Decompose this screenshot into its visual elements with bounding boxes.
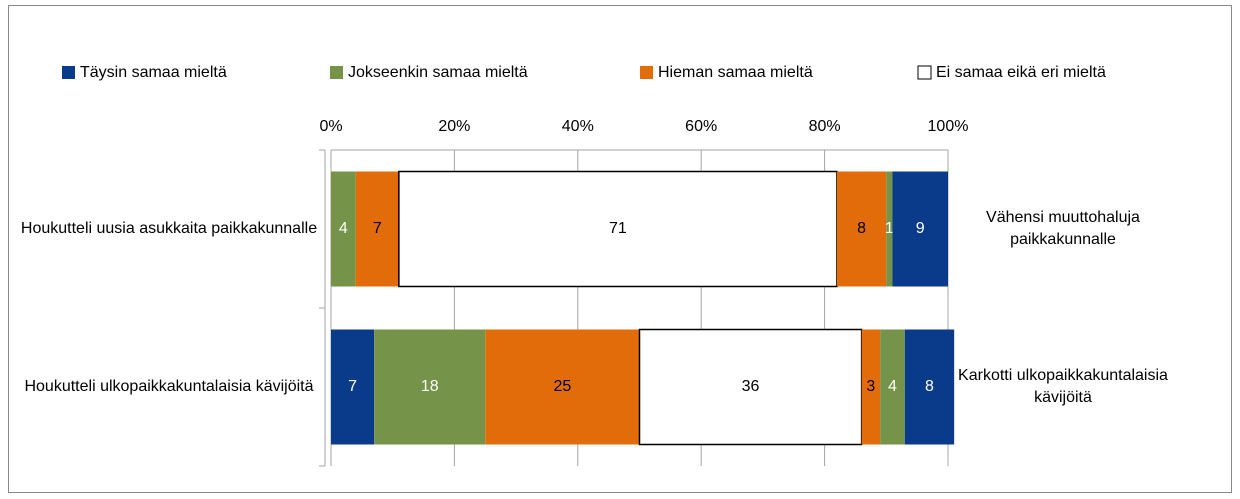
legend-swatch: [330, 66, 343, 79]
bar-segment: [861, 329, 881, 445]
bar-segment: [398, 170, 838, 288]
legend-label: Täysin samaa mieltä: [80, 64, 227, 81]
legend-label: Ei samaa eikä eri mieltä: [936, 64, 1106, 81]
right-category-label: Karkotti ulkopaikkakuntalaisia kävijöitä: [958, 367, 1168, 406]
category-label: Houkutteli uusia asukkaita paikkakunnall…: [20, 220, 318, 237]
x-tick-label: 60%: [685, 118, 717, 135]
bar-segment: [331, 171, 356, 287]
bar-segment: [331, 329, 375, 445]
bar-segment: [355, 171, 399, 287]
data-label: 3: [866, 378, 875, 395]
bar-segment: [886, 171, 893, 287]
data-label: 9: [916, 220, 925, 237]
x-tick-label: 80%: [809, 118, 841, 135]
data-label: 25: [553, 378, 571, 395]
bar-segment: [880, 329, 905, 445]
data-label: 4: [339, 220, 348, 237]
data-label: 8: [925, 378, 934, 395]
bar-segment: [638, 328, 863, 446]
data-label: 36: [742, 378, 760, 395]
bar-segment: [904, 329, 955, 445]
legend-swatch: [917, 65, 932, 80]
bar-segment: [485, 329, 640, 445]
legend-swatch: [640, 66, 653, 79]
data-label: 18: [421, 378, 439, 395]
data-label: 4: [888, 378, 897, 395]
bar-segment: [374, 329, 486, 445]
right-category-label: Vähensi muuttohaluja paikkakunnalle: [986, 209, 1140, 248]
data-label: 7: [348, 378, 357, 395]
legend-label: Jokseenkin samaa mieltä: [348, 64, 528, 81]
x-tick-label: 0%: [319, 118, 342, 135]
bar-segment: [892, 171, 948, 287]
data-label: 1: [885, 220, 894, 237]
bar-segment: [836, 171, 887, 287]
legend-label: Hieman samaa mieltä: [658, 64, 813, 81]
data-label: 7: [373, 220, 382, 237]
x-tick-label: 40%: [562, 118, 594, 135]
category-label: Houkutteli ulkopaikkakuntalaisia kävijöi…: [24, 378, 314, 395]
data-label: 71: [609, 220, 627, 237]
data-label: 8: [857, 220, 866, 237]
x-tick-label: 100%: [928, 118, 969, 135]
x-tick-label: 20%: [438, 118, 470, 135]
legend-swatch: [62, 66, 75, 79]
